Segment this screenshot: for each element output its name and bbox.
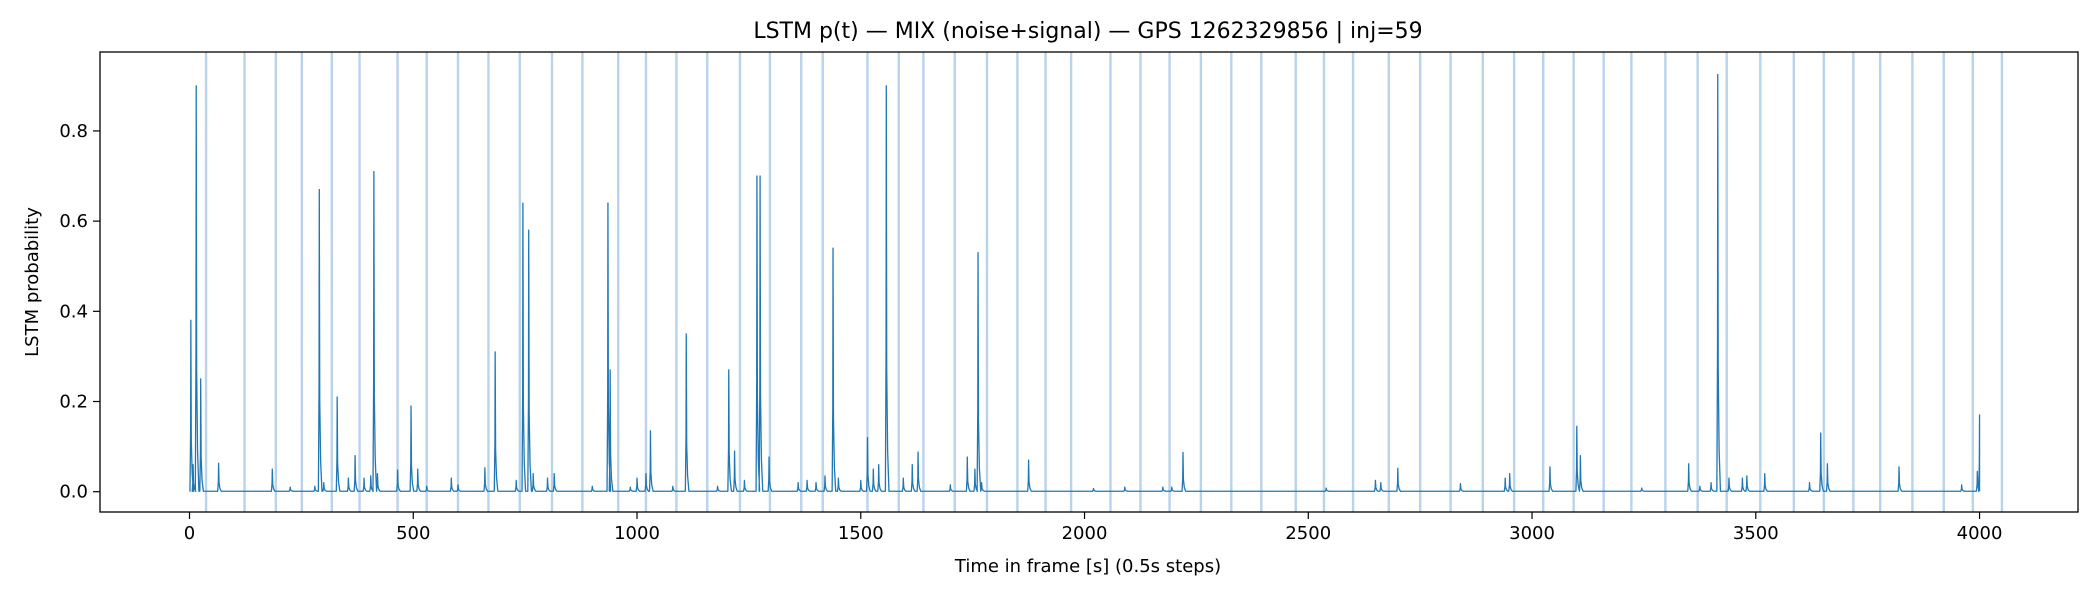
injection-bands	[204, 52, 2004, 512]
x-tick-label-3: 1500	[838, 523, 884, 544]
x-tick-label-5: 2500	[1285, 523, 1331, 544]
y-axis: 0.0 0.2 0.4 0.6 0.8	[59, 121, 100, 503]
x-tick-label-7: 3500	[1733, 523, 1779, 544]
x-tick-label-8: 4000	[1957, 523, 2003, 544]
series-line	[189, 73, 1981, 492]
y-tick-label-2: 0.4	[59, 301, 88, 322]
y-axis-label: LSTM probability	[22, 207, 43, 357]
x-axis-label: Time in frame [s] (0.5s steps)	[954, 556, 1221, 577]
chart-title: LSTM p(t) — MIX (noise+signal) — GPS 126…	[753, 19, 1422, 44]
plot-frame	[99, 51, 2079, 513]
y-tick-label-0: 0.0	[59, 482, 88, 503]
x-tick-label-1: 500	[396, 523, 430, 544]
series-layer	[189, 73, 1981, 492]
y-tick-label-1: 0.2	[59, 392, 88, 413]
x-tick-label-2: 1000	[614, 523, 660, 544]
x-tick-label-4: 2000	[1062, 523, 1108, 544]
x-tick-label-6: 3000	[1509, 523, 1555, 544]
y-tick-label-4: 0.8	[59, 121, 88, 142]
x-tick-label-0: 0	[184, 523, 195, 544]
y-tick-label-3: 0.6	[59, 211, 88, 232]
x-axis: 0 500 1000 1500 2000 2500 3000 3500 4000	[184, 512, 2003, 544]
